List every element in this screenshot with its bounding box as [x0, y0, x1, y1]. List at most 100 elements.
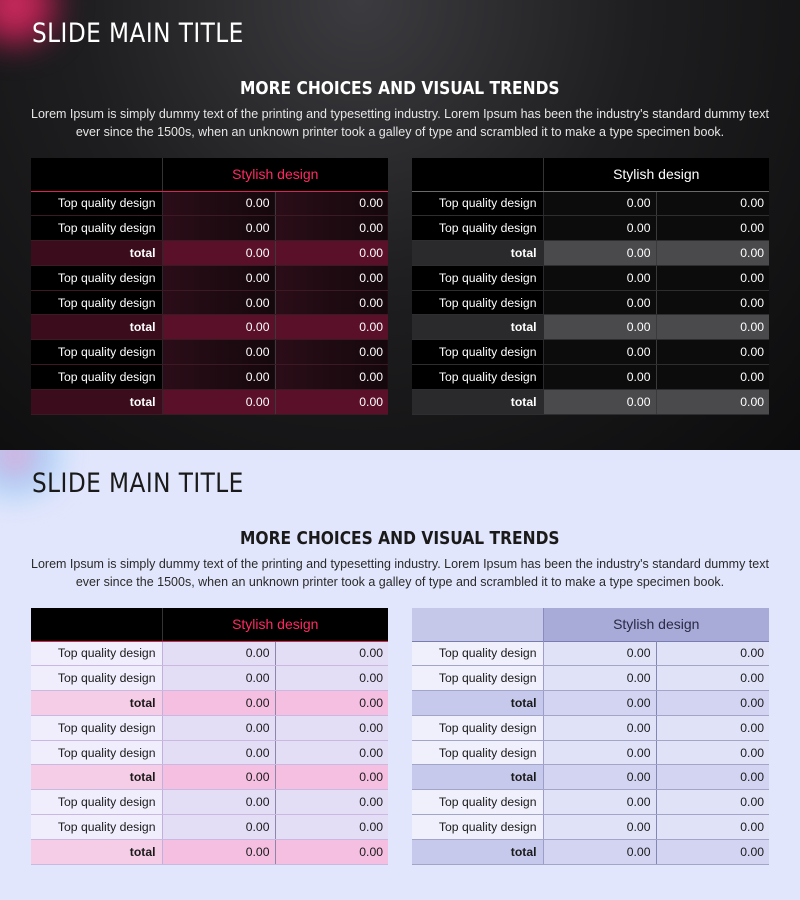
data-table-gray: Stylish design Top quality design 0.00 0.0…	[412, 158, 770, 415]
row-value: 0.00	[162, 389, 276, 415]
row-label: total	[412, 839, 544, 865]
table-header-row: Stylish design	[412, 158, 770, 192]
row-value: 0.00	[162, 339, 276, 366]
row-value: 0.00	[275, 715, 389, 741]
table-header-row: Stylish design	[412, 608, 770, 641]
row-value: 0.00	[543, 690, 657, 716]
row-label: total	[412, 389, 544, 415]
row-value: 0.00	[162, 314, 276, 341]
row-value: 0.00	[543, 715, 657, 741]
table-total-row: total 0.00 0.00	[31, 690, 389, 716]
row-label: Top quality design	[31, 789, 163, 816]
table-row: Top quality design 0.00 0.00	[31, 789, 389, 816]
row-value: 0.00	[162, 240, 276, 266]
row-label: total	[412, 240, 544, 266]
row-value: 0.00	[275, 740, 389, 766]
table-row: Top quality design 0.00 0.00	[412, 715, 770, 741]
table-total-row: total 0.00 0.00	[31, 240, 389, 266]
row-label: Top quality design	[412, 364, 544, 390]
table-header-row: Stylish design	[31, 608, 389, 642]
row-value: 0.00	[543, 389, 657, 415]
row-label: Top quality design	[412, 814, 544, 840]
row-label: total	[412, 764, 544, 791]
table-total-row: total 0.00 0.00	[412, 690, 770, 716]
row-value: 0.00	[656, 740, 770, 766]
row-label: Top quality design	[31, 191, 163, 217]
table-row: Top quality design 0.00 0.00	[31, 641, 389, 667]
row-label: total	[31, 314, 163, 341]
row-value: 0.00	[162, 265, 276, 291]
slide-main-title: SLIDE MAIN TITLE	[32, 18, 244, 49]
table-corner-cell	[412, 158, 543, 192]
row-label: total	[412, 690, 544, 716]
row-label: total	[412, 314, 544, 341]
row-value: 0.00	[543, 665, 657, 692]
row-label: total	[31, 690, 163, 716]
table-row: Top quality design 0.00 0.00	[412, 789, 770, 816]
row-label: Top quality design	[412, 789, 544, 816]
row-label: Top quality design	[31, 265, 163, 291]
row-value: 0.00	[275, 839, 389, 865]
row-value: 0.00	[656, 240, 770, 266]
row-value: 0.00	[543, 290, 657, 316]
row-value: 0.00	[162, 641, 276, 667]
row-value: 0.00	[275, 690, 389, 716]
row-value: 0.00	[162, 740, 276, 766]
table-total-row: total 0.00 0.00	[31, 764, 389, 791]
row-value: 0.00	[543, 265, 657, 291]
row-value: 0.00	[162, 215, 276, 242]
row-value: 0.00	[275, 290, 389, 316]
table-row: Top quality design 0.00 0.00	[412, 665, 770, 692]
table-corner-cell	[31, 158, 162, 192]
row-value: 0.00	[275, 764, 389, 791]
table-row: Top quality design 0.00 0.00	[412, 215, 770, 242]
row-value: 0.00	[543, 641, 657, 667]
table-total-row: total 0.00 0.00	[412, 240, 770, 266]
row-value: 0.00	[656, 314, 770, 341]
table-total-row: total 0.00 0.00	[31, 314, 389, 341]
row-value: 0.00	[543, 364, 657, 390]
row-value: 0.00	[656, 215, 770, 242]
table-row: Top quality design 0.00 0.00	[31, 191, 389, 217]
row-label: Top quality design	[412, 665, 544, 692]
table-total-row: total 0.00 0.00	[412, 389, 770, 415]
row-value: 0.00	[275, 665, 389, 692]
table-row: Top quality design 0.00 0.00	[412, 339, 770, 366]
row-value: 0.00	[162, 764, 276, 791]
row-label: Top quality design	[31, 290, 163, 316]
row-label: Top quality design	[412, 641, 544, 667]
data-table-blue: Stylish design Top quality design 0.00 0.0…	[412, 608, 770, 865]
table-corner-cell	[31, 608, 162, 642]
table-total-row: total 0.00 0.00	[412, 314, 770, 341]
table-column-header: Stylish design	[161, 158, 389, 192]
table-row: Top quality design 0.00 0.00	[31, 290, 389, 316]
row-value: 0.00	[543, 240, 657, 266]
row-value: 0.00	[162, 789, 276, 816]
row-label: total	[31, 764, 163, 791]
row-value: 0.00	[162, 839, 276, 865]
data-table-pink: Stylish design Top quality design 0.00 0.0…	[31, 158, 389, 415]
row-value: 0.00	[162, 665, 276, 692]
row-value: 0.00	[543, 789, 657, 816]
row-value: 0.00	[656, 339, 770, 366]
row-value: 0.00	[162, 715, 276, 741]
body-paragraph: Lorem Ipsum is simply dummy text of the …	[31, 107, 769, 139]
row-value: 0.00	[162, 364, 276, 390]
row-value: 0.00	[275, 389, 389, 415]
row-label: Top quality design	[31, 339, 163, 366]
table-total-row: total 0.00 0.00	[412, 764, 770, 791]
row-value: 0.00	[275, 191, 389, 217]
table-row: Top quality design 0.00 0.00	[31, 715, 389, 741]
table-row: Top quality design 0.00 0.00	[31, 665, 389, 692]
row-label: Top quality design	[31, 715, 163, 741]
row-label: Top quality design	[31, 364, 163, 390]
row-label: Top quality design	[31, 641, 163, 667]
data-table-pink: Stylish design Top quality design 0.00 0.0…	[31, 608, 389, 865]
table-row: Top quality design 0.00 0.00	[412, 641, 770, 667]
table-row: Top quality design 0.00 0.00	[31, 364, 389, 390]
row-value: 0.00	[162, 290, 276, 316]
section-title: MORE CHOICES AND VISUAL TRENDS	[240, 528, 560, 549]
row-value: 0.00	[656, 715, 770, 741]
row-label: Top quality design	[412, 265, 544, 291]
row-value: 0.00	[656, 690, 770, 716]
